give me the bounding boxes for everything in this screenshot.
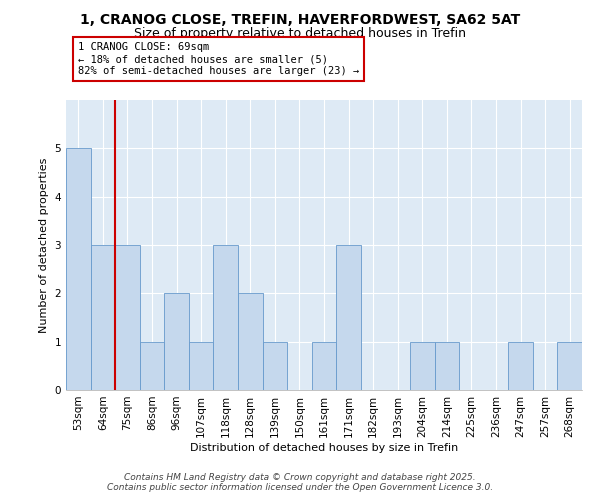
Bar: [336, 245, 361, 390]
Bar: [140, 342, 164, 390]
Bar: [410, 342, 434, 390]
X-axis label: Distribution of detached houses by size in Trefin: Distribution of detached houses by size …: [190, 442, 458, 452]
Bar: [238, 294, 263, 390]
Bar: [508, 342, 533, 390]
Text: 1 CRANOG CLOSE: 69sqm
← 18% of detached houses are smaller (5)
82% of semi-detac: 1 CRANOG CLOSE: 69sqm ← 18% of detached …: [78, 42, 359, 76]
Bar: [164, 294, 189, 390]
Text: 1, CRANOG CLOSE, TREFIN, HAVERFORDWEST, SA62 5AT: 1, CRANOG CLOSE, TREFIN, HAVERFORDWEST, …: [80, 12, 520, 26]
Bar: [557, 342, 582, 390]
Bar: [214, 245, 238, 390]
Y-axis label: Number of detached properties: Number of detached properties: [39, 158, 49, 332]
Bar: [312, 342, 336, 390]
Text: Contains HM Land Registry data © Crown copyright and database right 2025.
Contai: Contains HM Land Registry data © Crown c…: [107, 473, 493, 492]
Text: Size of property relative to detached houses in Trefin: Size of property relative to detached ho…: [134, 28, 466, 40]
Bar: [115, 245, 140, 390]
Bar: [434, 342, 459, 390]
Bar: [91, 245, 115, 390]
Bar: [189, 342, 214, 390]
Bar: [66, 148, 91, 390]
Bar: [263, 342, 287, 390]
